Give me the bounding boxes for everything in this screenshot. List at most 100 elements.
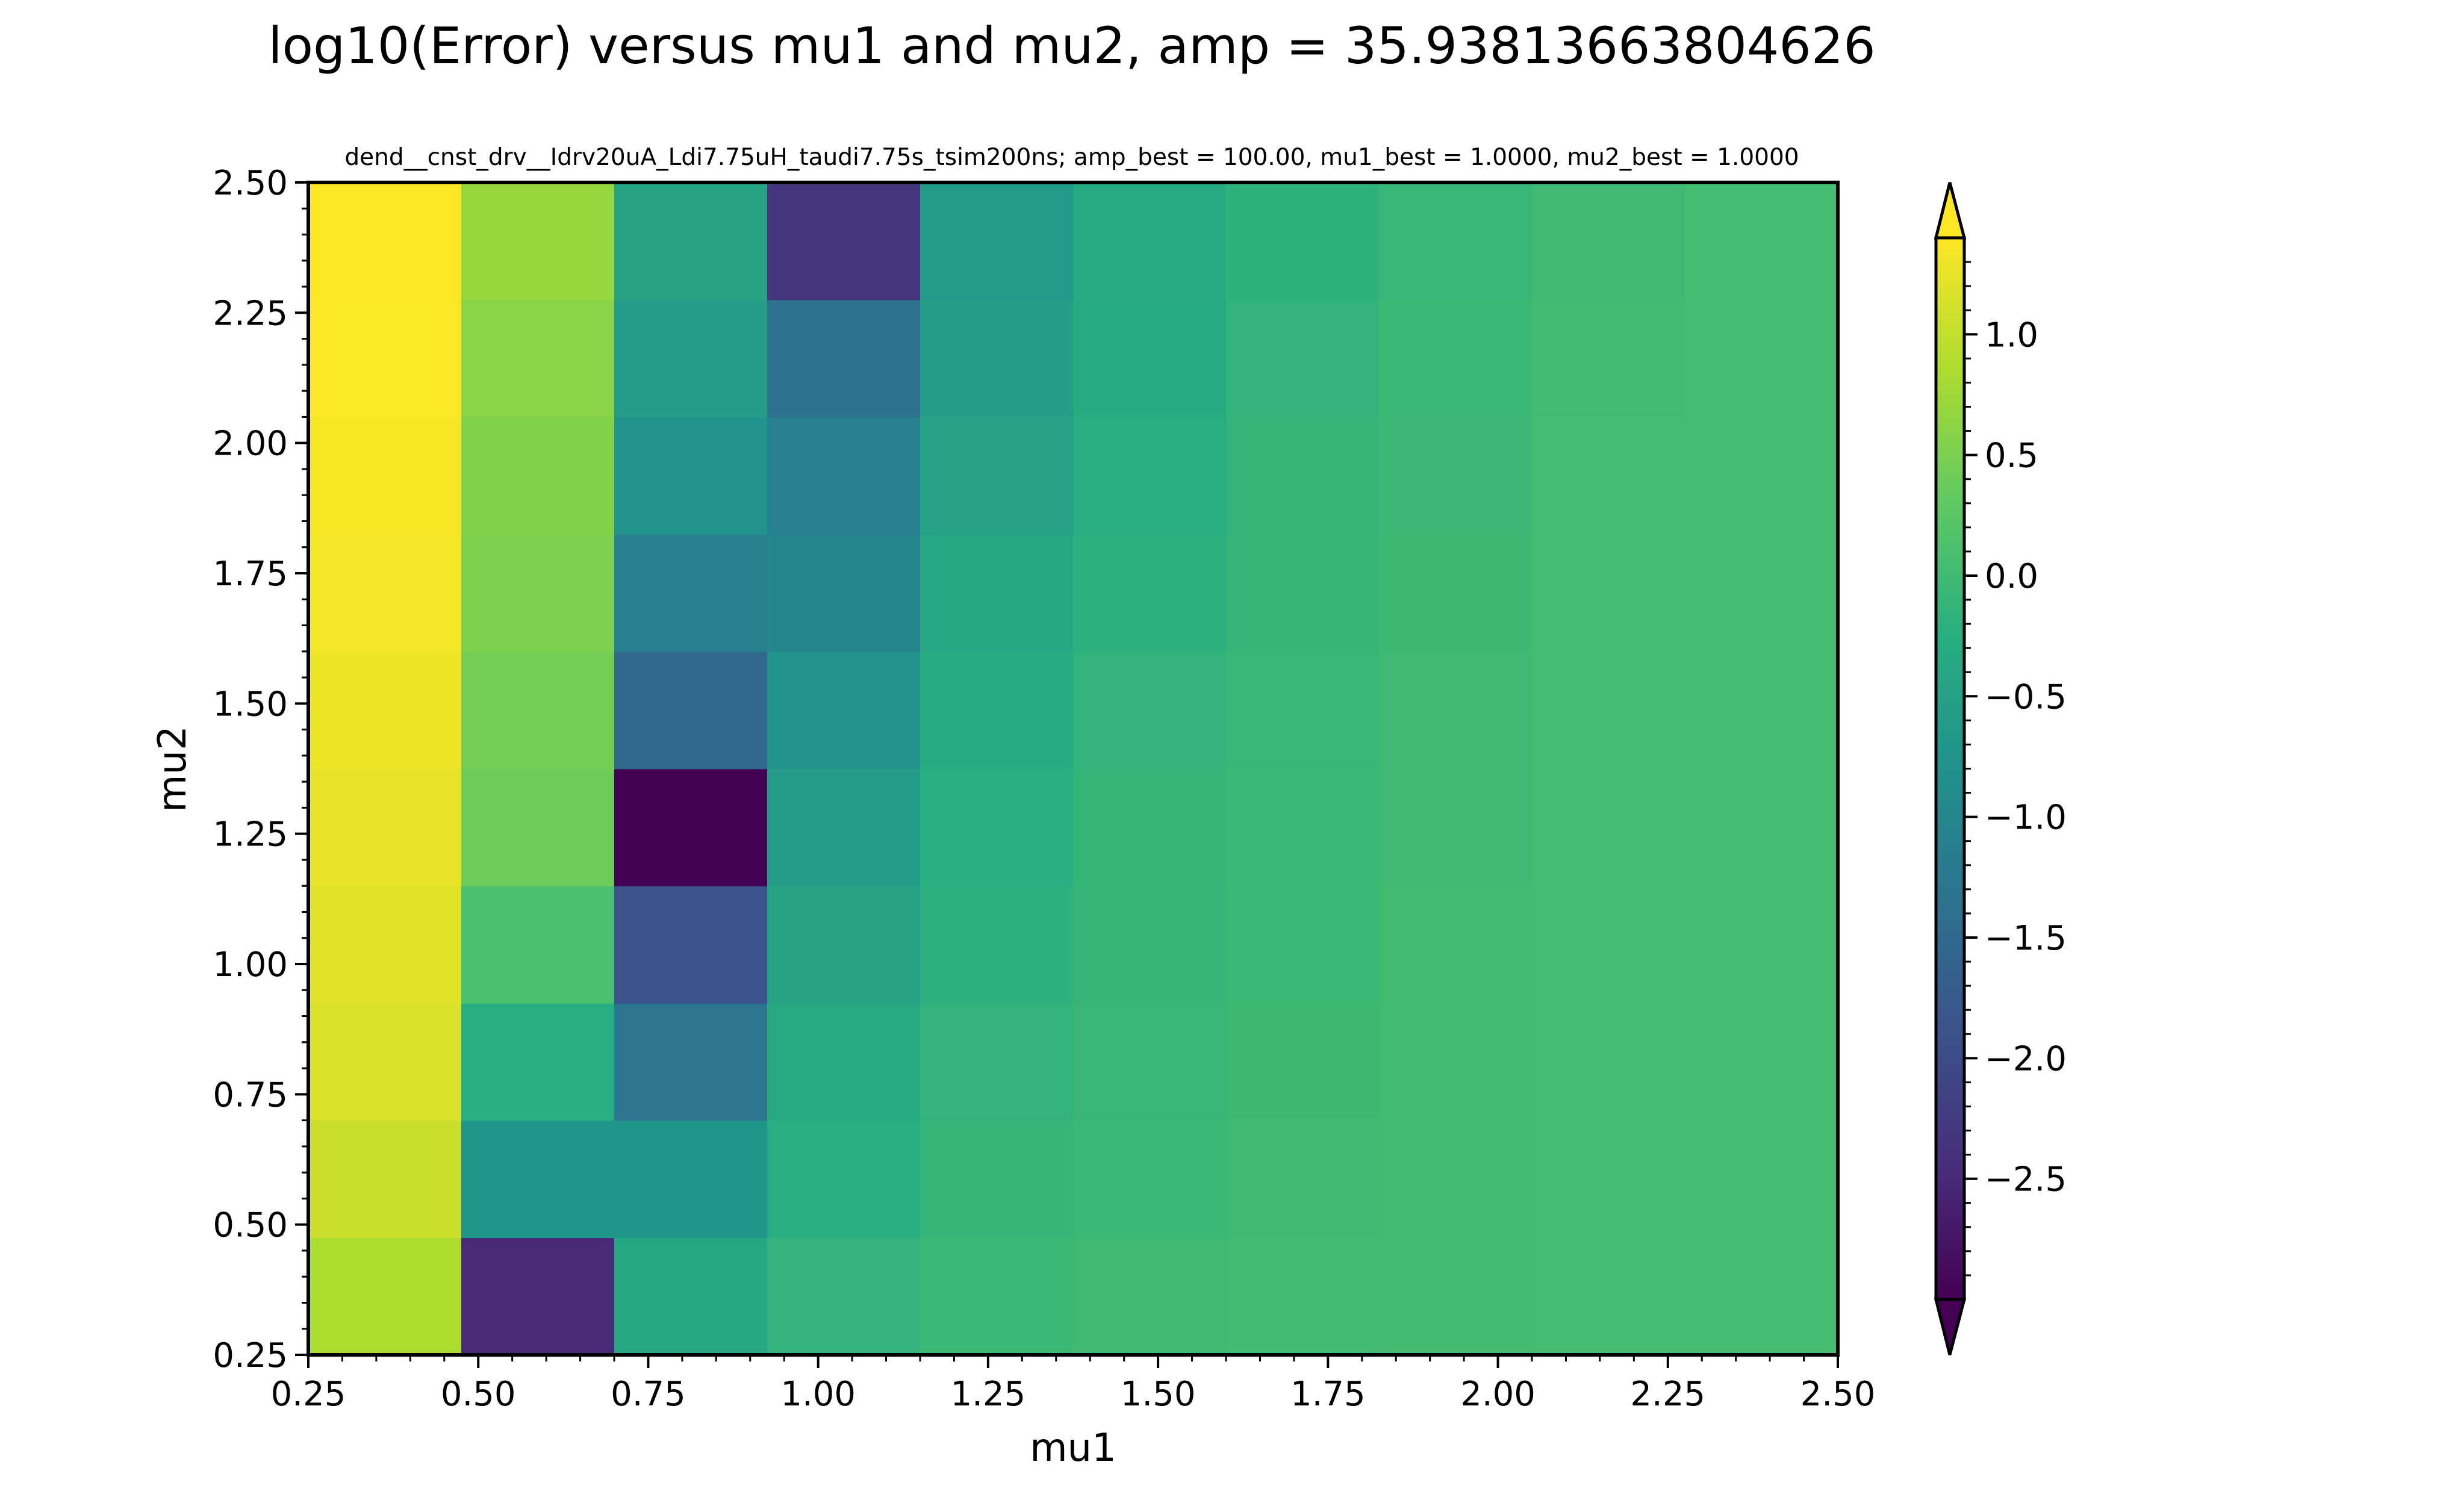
- heatmap-cell: [1073, 651, 1227, 770]
- heatmap-cell: [1532, 182, 1685, 300]
- colorbar-tick-label: 0.5: [1985, 437, 2038, 476]
- heatmap-cell: [461, 299, 615, 418]
- heatmap-cell: [1532, 299, 1685, 418]
- heatmap-cell: [308, 886, 462, 1004]
- y-tick-label: 2.00: [213, 425, 288, 464]
- heatmap-cell: [920, 1120, 1074, 1239]
- heatmap-cell: [1226, 768, 1380, 886]
- heatmap-cell: [767, 1003, 921, 1121]
- y-tick-label: 1.50: [213, 685, 288, 724]
- heatmap-cell: [1226, 1003, 1380, 1121]
- heatmap-cell: [614, 1003, 768, 1121]
- heatmap-cell: [1685, 417, 1838, 535]
- heatmap-cell: [1226, 534, 1380, 652]
- y-tick-label: 2.25: [213, 294, 288, 333]
- colorbar-tick-label: −1.0: [1985, 798, 2067, 838]
- x-tick-label: 0.25: [271, 1375, 346, 1414]
- colorbar-tick-label: −2.5: [1985, 1160, 2067, 1199]
- heatmap-cell: [1685, 1237, 1838, 1355]
- heatmap-cell: [461, 1003, 615, 1121]
- heatmap-cell: [1379, 1003, 1533, 1121]
- y-tick-label: 0.25: [213, 1336, 288, 1375]
- colorbar-gradient: [1934, 236, 1966, 1301]
- x-tick-label: 1.75: [1290, 1375, 1366, 1414]
- heatmap-cell: [1685, 1120, 1838, 1239]
- heatmap-cell: [614, 768, 768, 886]
- y-tick-label: 1.75: [213, 555, 288, 594]
- heatmap-cell: [767, 534, 921, 652]
- heatmap-cell: [614, 1237, 768, 1355]
- heatmap-cell: [461, 534, 615, 652]
- heatmap-cell: [614, 417, 768, 535]
- heatmap-cells: [308, 182, 1838, 1355]
- heatmap-cell: [1226, 886, 1380, 1004]
- x-tick-label: 2.00: [1460, 1375, 1536, 1414]
- heatmap-cell: [1379, 1120, 1533, 1239]
- heatmap-cell: [767, 299, 921, 418]
- heatmap-cell: [1073, 417, 1227, 535]
- heatmap-cell: [461, 886, 615, 1004]
- heatmap-cell: [767, 768, 921, 886]
- heatmap-cell: [1532, 417, 1685, 535]
- heatmap-cell: [308, 1003, 462, 1121]
- heatmap-cell: [1379, 534, 1533, 652]
- heatmap-cell: [767, 1237, 921, 1355]
- heatmap-cell: [308, 768, 462, 886]
- heatmap-cell: [767, 1120, 921, 1239]
- colorbar-ticks: 1.0 0.5 0.0 −0.5 −1.0 −1.5 −2.0 −2.5: [1964, 261, 2067, 1277]
- x-tick-label: 1.00: [780, 1375, 856, 1414]
- y-tick-label: 1.25: [213, 815, 288, 854]
- heatmap-cell: [1379, 768, 1533, 886]
- heatmap-cell: [1379, 886, 1533, 1004]
- heatmap-cell: [1226, 417, 1380, 535]
- heatmap-cell: [1226, 182, 1380, 300]
- x-tick-label: 2.25: [1630, 1375, 1705, 1414]
- y-tick-label: 2.50: [213, 164, 288, 203]
- heatmap-cell: [920, 1237, 1074, 1355]
- x-tick-label: 0.75: [611, 1375, 686, 1414]
- colorbar-min-extension: [1934, 1298, 1967, 1355]
- heatmap-cell: [1532, 768, 1685, 886]
- x-tick-label: 0.50: [441, 1375, 516, 1414]
- x-tick-label: 2.50: [1800, 1375, 1876, 1414]
- heatmap-cell: [1379, 651, 1533, 770]
- heatmap-cell: [1226, 651, 1380, 770]
- heatmap-cell: [920, 182, 1074, 300]
- heatmap-cell: [461, 417, 615, 535]
- heatmap-cell: [1073, 1003, 1227, 1121]
- heatmap-cell: [767, 886, 921, 1004]
- heatmap-cell: [767, 182, 921, 300]
- heatmap-cell: [1532, 886, 1685, 1004]
- heatmap-cell: [614, 534, 768, 652]
- heatmap-cell: [1073, 534, 1227, 652]
- heatmap-cell: [461, 768, 615, 886]
- colorbar: 1.0 0.5 0.0 −0.5 −1.0 −1.5 −2.0 −2.5: [1934, 182, 2067, 1355]
- heatmap-cell: [1226, 1120, 1380, 1239]
- heatmap-cell: [1073, 886, 1227, 1004]
- heatmap-cell: [308, 182, 462, 300]
- heatmap-cell: [920, 417, 1074, 535]
- heatmap-cell: [308, 534, 462, 652]
- heatmap-cell: [1073, 768, 1227, 886]
- heatmap-cell: [614, 299, 768, 418]
- x-axis-ticks: 0.25 0.50 0.75 1.00 1.25 1.50 1.75 2.00 2.25 2.50: [271, 1355, 1876, 1414]
- heatmap-cell: [1226, 1237, 1380, 1355]
- heatmap-cell: [1685, 886, 1838, 1004]
- colorbar-tick-label: −1.5: [1985, 919, 2067, 958]
- heatmap-cell: [614, 182, 768, 300]
- heatmap-cell: [308, 299, 462, 418]
- heatmap-cell: [1379, 299, 1533, 418]
- heatmap-cell: [461, 651, 615, 770]
- heatmap-cell: [1685, 299, 1838, 418]
- heatmap-cell: [1073, 1120, 1227, 1239]
- y-axis-ticks: 0.25 0.50 0.75 1.00 1.25 1.50 1.75 2.00 2.25 2.50: [213, 164, 308, 1375]
- heatmap-cell: [1379, 417, 1533, 535]
- x-axis-label: mu1: [1030, 1426, 1116, 1470]
- chart-title: log10(Error) versus mu1 and mu2, amp = 3…: [268, 16, 1875, 75]
- colorbar-tick-label: 1.0: [1985, 316, 2038, 355]
- heatmap-cell: [614, 886, 768, 1004]
- heatmap-cell: [461, 1120, 615, 1239]
- heatmap-cell: [920, 534, 1074, 652]
- heatmap-cell: [1532, 1237, 1685, 1355]
